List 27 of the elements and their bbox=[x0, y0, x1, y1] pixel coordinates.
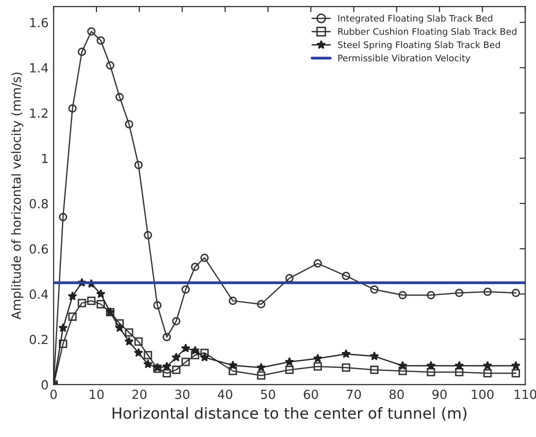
legend-label: Permissible Vibration Velocity bbox=[338, 54, 470, 64]
y-tick-label: 1.4 bbox=[30, 63, 48, 72]
x-axis-title: Horizontal distance to the center of tunnel (m) bbox=[112, 407, 466, 421]
y-tick-label: 1.2 bbox=[30, 108, 48, 118]
x-tick-label: 100 bbox=[472, 390, 494, 400]
y-tick-label: 0 bbox=[42, 380, 48, 390]
y-tick-label: 1.6 bbox=[30, 18, 48, 28]
x-tick-label: 10 bbox=[90, 390, 104, 400]
y-axis-title: Amplitude of horizontal velocity (mm/s) bbox=[11, 72, 24, 320]
x-tick-label: 20 bbox=[132, 390, 146, 400]
legend-label: Steel Spring Floating Slab Track Bed bbox=[338, 41, 500, 50]
legend-label: Rubber Cushion Floating Slab Track Bed bbox=[338, 28, 516, 37]
x-tick-label: 90 bbox=[432, 390, 447, 400]
x-tick-label: 80 bbox=[390, 390, 404, 400]
x-tick-label: 110 bbox=[514, 390, 536, 400]
x-tick-label: 70 bbox=[346, 390, 361, 400]
y-tick-label: 0.8 bbox=[30, 198, 48, 208]
y-tick-label: 0.6 bbox=[30, 244, 48, 254]
x-tick-label: 50 bbox=[261, 390, 276, 400]
legend-label: Integrated Floating Slab Track Bed bbox=[338, 14, 492, 24]
y-tick-label: 0.4 bbox=[30, 289, 48, 299]
x-tick-label: 60 bbox=[304, 390, 318, 400]
x-tick-label: 30 bbox=[175, 390, 190, 400]
x-tick-label: 0 bbox=[50, 390, 57, 400]
x-tick-label: 40 bbox=[218, 390, 232, 400]
y-tick-label: 1 bbox=[42, 154, 48, 163]
y-tick-label: 0.2 bbox=[30, 334, 48, 344]
